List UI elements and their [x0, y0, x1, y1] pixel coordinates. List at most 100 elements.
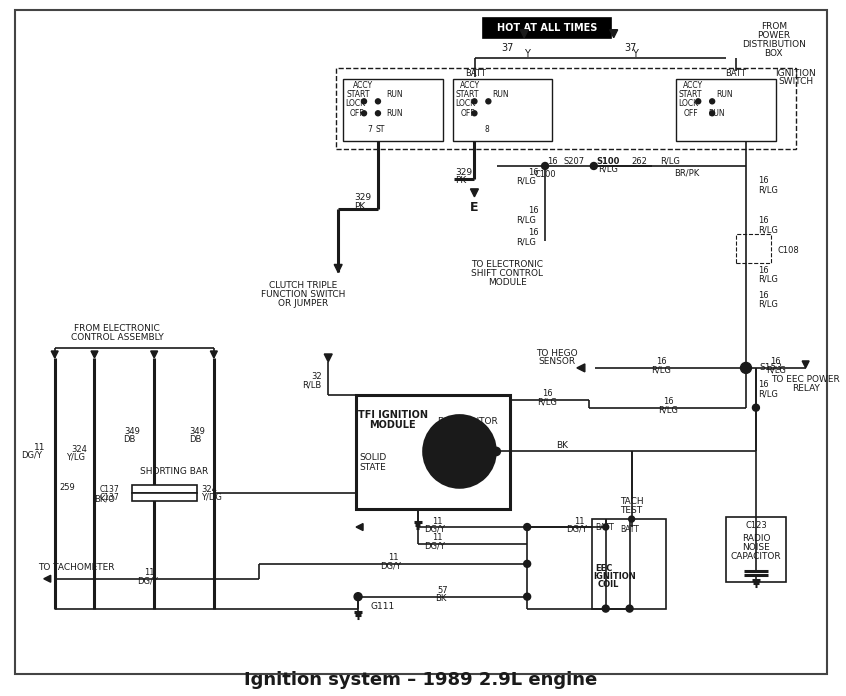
- Polygon shape: [520, 30, 528, 38]
- Text: R/LG: R/LG: [598, 164, 618, 173]
- Text: DB: DB: [189, 435, 201, 444]
- Text: RADIO: RADIO: [742, 535, 770, 544]
- Text: LOCK: LOCK: [455, 99, 475, 108]
- Bar: [132, 485, 197, 493]
- Text: FROM ELECTRONIC: FROM ELECTRONIC: [74, 324, 160, 333]
- Text: STATE: STATE: [360, 463, 387, 472]
- Text: 16: 16: [758, 216, 768, 226]
- Text: TO TACHOMETER: TO TACHOMETER: [38, 563, 114, 572]
- Text: 16: 16: [771, 358, 781, 366]
- Text: S153: S153: [759, 363, 782, 372]
- Text: 11: 11: [144, 569, 155, 577]
- Text: SENSOR: SENSOR: [538, 358, 575, 366]
- Text: ACCY: ACCY: [353, 81, 373, 90]
- Text: BATT: BATT: [465, 69, 486, 78]
- Text: S207: S207: [563, 157, 585, 166]
- Text: SWITCH: SWITCH: [778, 77, 813, 86]
- Polygon shape: [151, 351, 157, 358]
- Text: TEST: TEST: [620, 505, 643, 514]
- Text: 329: 329: [455, 168, 472, 177]
- Bar: [343, 79, 442, 141]
- Text: 259: 259: [60, 483, 75, 492]
- Text: R/LG: R/LG: [516, 215, 536, 224]
- Circle shape: [541, 162, 548, 169]
- Text: 16: 16: [528, 206, 538, 215]
- Bar: [726, 517, 786, 582]
- Text: TO EEC POWER: TO EEC POWER: [772, 375, 840, 384]
- Text: DG/Y: DG/Y: [567, 525, 587, 534]
- Text: COIL: COIL: [598, 580, 619, 590]
- Bar: [592, 519, 667, 608]
- Text: SHIFT CONTROL: SHIFT CONTROL: [471, 269, 543, 278]
- Text: BK: BK: [435, 594, 447, 603]
- Circle shape: [361, 99, 366, 104]
- Text: ACCY: ACCY: [459, 81, 480, 90]
- Text: RUN: RUN: [708, 109, 725, 118]
- Text: DG/Y: DG/Y: [137, 576, 157, 585]
- Text: 324: 324: [72, 445, 87, 454]
- Text: E: E: [470, 201, 479, 214]
- Circle shape: [524, 593, 530, 600]
- Text: Y/LG: Y/LG: [66, 453, 85, 462]
- Text: 16: 16: [758, 291, 768, 300]
- Text: R/LG: R/LG: [758, 225, 777, 234]
- Text: 11: 11: [574, 516, 584, 525]
- Circle shape: [591, 162, 597, 169]
- Text: ACCY: ACCY: [684, 81, 703, 90]
- Text: BK: BK: [556, 441, 568, 450]
- Circle shape: [376, 111, 381, 116]
- Text: PK: PK: [455, 176, 466, 185]
- Bar: [132, 493, 197, 501]
- Polygon shape: [211, 351, 217, 358]
- Text: CLUTCH TRIPLE: CLUTCH TRIPLE: [269, 281, 338, 290]
- Polygon shape: [356, 523, 363, 530]
- Text: DG/Y: DG/Y: [381, 562, 401, 570]
- Text: START: START: [678, 90, 702, 99]
- Text: OFF: OFF: [460, 109, 475, 118]
- Circle shape: [361, 111, 366, 116]
- Text: CAPACITOR: CAPACITOR: [731, 553, 781, 562]
- Circle shape: [524, 523, 530, 530]
- Text: Ignition system – 1989 2.9L engine: Ignition system – 1989 2.9L engine: [244, 671, 597, 689]
- Bar: [676, 79, 776, 141]
- Text: R/LG: R/LG: [658, 405, 678, 414]
- Text: Y/DG: Y/DG: [201, 493, 222, 502]
- Text: LOCK: LOCK: [345, 99, 365, 108]
- Polygon shape: [334, 264, 342, 272]
- Text: R/LG: R/LG: [758, 185, 777, 194]
- Text: R/LG: R/LG: [661, 157, 680, 166]
- Circle shape: [524, 560, 530, 567]
- Bar: [483, 18, 611, 38]
- Text: 37: 37: [624, 42, 637, 53]
- Text: 329: 329: [354, 193, 371, 203]
- Circle shape: [472, 99, 477, 104]
- Text: R/LG: R/LG: [651, 365, 672, 374]
- Text: START: START: [346, 90, 370, 99]
- Text: BATT: BATT: [620, 525, 639, 534]
- Text: DB: DB: [124, 435, 135, 444]
- Bar: [356, 395, 510, 509]
- Circle shape: [629, 516, 634, 522]
- Circle shape: [486, 99, 491, 104]
- Circle shape: [602, 605, 609, 612]
- Text: RUN: RUN: [386, 90, 403, 99]
- Text: 324: 324: [201, 484, 217, 493]
- Polygon shape: [577, 364, 585, 372]
- Text: Y: Y: [525, 49, 530, 58]
- Bar: [736, 234, 771, 264]
- Text: LOCK: LOCK: [678, 99, 699, 108]
- Text: R/LG: R/LG: [758, 389, 777, 398]
- Text: 11: 11: [387, 553, 398, 562]
- Polygon shape: [324, 354, 332, 362]
- Circle shape: [695, 99, 700, 104]
- Text: EEC: EEC: [595, 564, 613, 574]
- Text: RUN: RUN: [492, 90, 509, 99]
- Circle shape: [710, 111, 715, 116]
- Circle shape: [424, 416, 495, 487]
- Text: PK: PK: [354, 203, 365, 212]
- Text: 16: 16: [541, 389, 552, 398]
- Text: G111: G111: [370, 602, 394, 611]
- Text: BOX: BOX: [765, 49, 783, 58]
- Text: SHORTING BAR: SHORTING BAR: [140, 467, 208, 476]
- Text: R/LB: R/LB: [302, 380, 321, 389]
